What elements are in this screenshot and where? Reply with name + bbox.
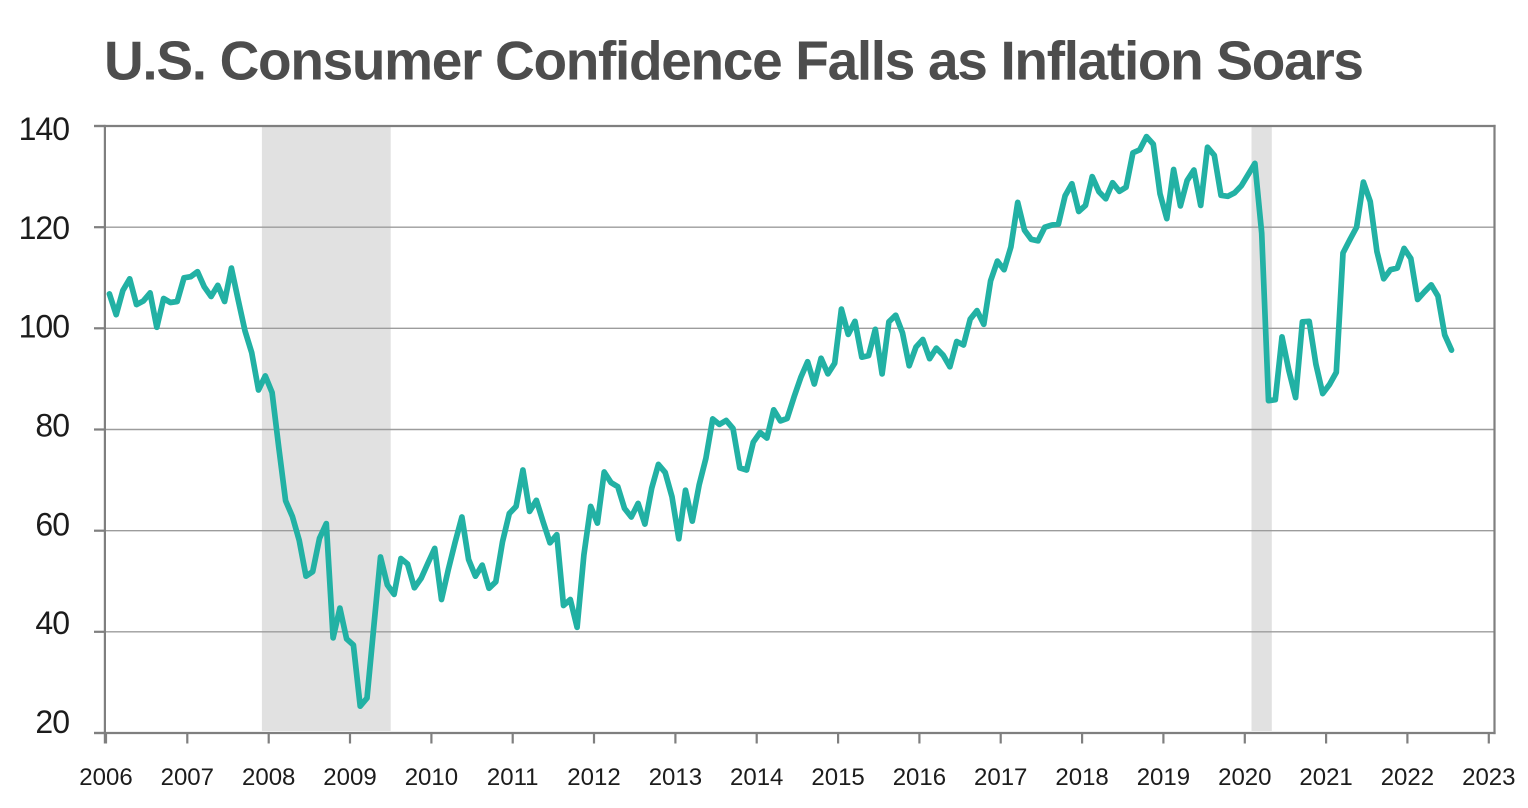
svg-text:2019: 2019: [1137, 764, 1190, 791]
svg-text:2021: 2021: [1299, 764, 1352, 791]
svg-text:2023: 2023: [1462, 764, 1515, 791]
svg-text:2015: 2015: [811, 764, 864, 791]
svg-text:80: 80: [35, 407, 69, 443]
svg-text:2006: 2006: [79, 764, 132, 791]
svg-text:2011: 2011: [487, 764, 539, 791]
svg-text:60: 60: [35, 506, 69, 542]
svg-text:2020: 2020: [1218, 764, 1271, 791]
svg-text:2013: 2013: [649, 764, 702, 791]
svg-text:2007: 2007: [161, 764, 214, 791]
svg-text:140: 140: [19, 111, 70, 147]
svg-text:2008: 2008: [242, 764, 295, 791]
svg-text:100: 100: [19, 309, 70, 345]
svg-text:2014: 2014: [730, 764, 783, 791]
svg-text:20: 20: [35, 704, 69, 740]
svg-text:2018: 2018: [1055, 764, 1108, 791]
svg-text:2009: 2009: [323, 764, 376, 791]
svg-text:U.S. Consumer Confidence Falls: U.S. Consumer Confidence Falls as Inflat…: [104, 30, 1364, 92]
svg-text:2012: 2012: [567, 764, 620, 791]
svg-text:2017: 2017: [974, 764, 1027, 791]
svg-text:2010: 2010: [405, 764, 458, 791]
svg-text:2016: 2016: [893, 764, 946, 791]
svg-text:40: 40: [35, 605, 69, 641]
svg-text:120: 120: [19, 210, 70, 246]
svg-text:2022: 2022: [1381, 764, 1434, 791]
